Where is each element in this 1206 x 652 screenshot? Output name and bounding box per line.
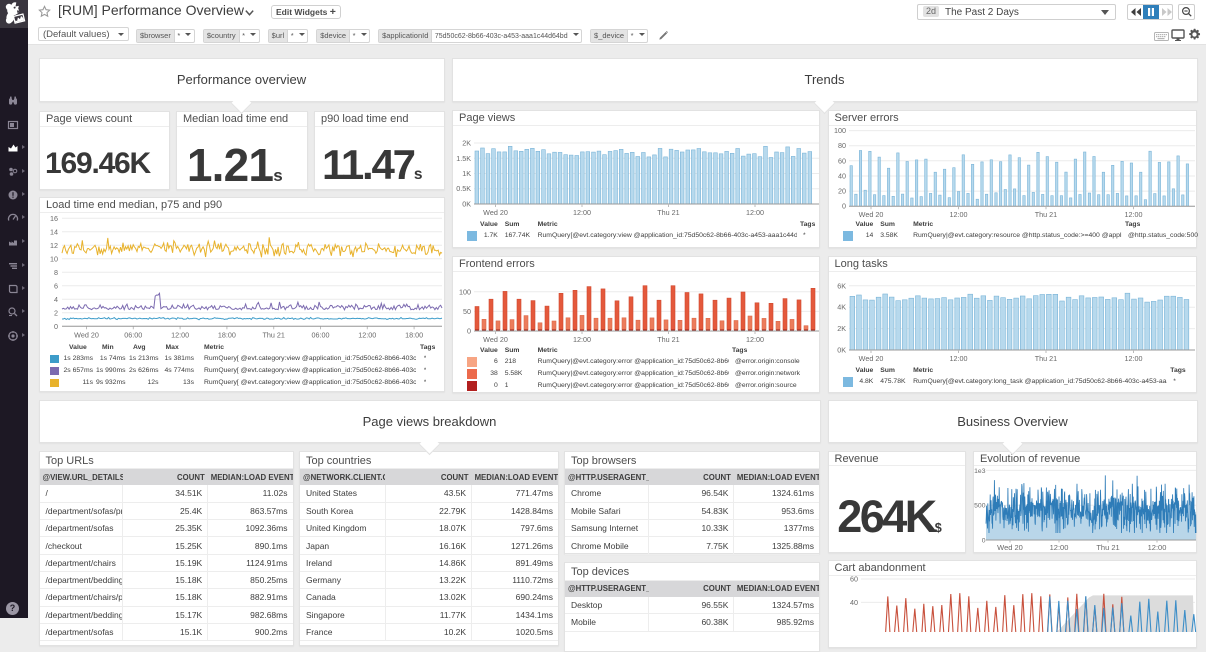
svg-text:Thu 21: Thu 21	[1034, 354, 1056, 363]
svg-text:Wed 20: Wed 20	[858, 210, 883, 219]
svg-text:12:00: 12:00	[573, 335, 591, 344]
svg-text:0K: 0K	[837, 346, 846, 355]
svg-text:12:00: 12:00	[746, 335, 764, 344]
svg-text:16: 16	[50, 214, 58, 223]
svg-text:6: 6	[54, 281, 58, 290]
svg-text:06:00: 06:00	[124, 330, 142, 339]
svg-text:8: 8	[54, 268, 58, 277]
svg-text:12:00: 12:00	[949, 210, 967, 219]
svg-text:Thu 21: Thu 21	[657, 335, 679, 344]
svg-text:0: 0	[982, 537, 986, 544]
svg-text:20: 20	[838, 187, 846, 196]
svg-text:0.5K: 0.5K	[456, 184, 471, 193]
svg-text:60: 60	[850, 575, 858, 584]
svg-text:40: 40	[838, 172, 846, 181]
svg-text:12: 12	[50, 241, 58, 250]
svg-text:Thu 21: Thu 21	[657, 208, 679, 217]
svg-text:12:00: 12:00	[1124, 210, 1142, 219]
svg-text:10: 10	[50, 254, 58, 263]
svg-text:0: 0	[467, 327, 471, 336]
svg-text:4: 4	[54, 295, 58, 304]
svg-text:2K: 2K	[837, 324, 846, 333]
svg-text:12:00: 12:00	[358, 330, 376, 339]
svg-text:12:00: 12:00	[746, 208, 764, 217]
svg-text:06:00: 06:00	[312, 330, 330, 339]
svg-text:12:00: 12:00	[1050, 543, 1069, 552]
svg-text:12:00: 12:00	[1124, 354, 1142, 363]
svg-text:1K: 1K	[462, 169, 471, 178]
svg-text:14: 14	[50, 227, 58, 236]
svg-text:Wed 20: Wed 20	[483, 335, 508, 344]
svg-text:2K: 2K	[462, 139, 471, 148]
svg-text:Thu 21: Thu 21	[1096, 543, 1119, 552]
svg-text:Thu 21: Thu 21	[263, 330, 285, 339]
svg-text:60: 60	[838, 156, 846, 165]
svg-text:6K: 6K	[837, 281, 846, 290]
svg-text:4K: 4K	[837, 303, 846, 312]
svg-text:2: 2	[54, 308, 58, 317]
svg-text:0: 0	[54, 322, 58, 331]
svg-text:500: 500	[974, 502, 986, 509]
svg-text:0: 0	[842, 202, 846, 211]
svg-text:100: 100	[834, 126, 846, 135]
svg-text:0K: 0K	[462, 200, 471, 209]
svg-text:Wed 20: Wed 20	[858, 354, 883, 363]
svg-text:12:00: 12:00	[573, 208, 591, 217]
svg-text:12:00: 12:00	[949, 354, 967, 363]
svg-text:18:00: 18:00	[405, 330, 423, 339]
svg-text:40: 40	[850, 598, 858, 607]
svg-text:50: 50	[463, 307, 471, 316]
svg-text:Wed 20: Wed 20	[483, 208, 508, 217]
svg-text:12:00: 12:00	[1148, 543, 1167, 552]
svg-text:Thu 21: Thu 21	[1034, 210, 1056, 219]
svg-text:100: 100	[459, 287, 471, 296]
svg-text:80: 80	[838, 141, 846, 150]
svg-text:Wed 20: Wed 20	[997, 543, 1023, 552]
svg-text:12:00: 12:00	[171, 330, 189, 339]
svg-text:18:00: 18:00	[218, 330, 236, 339]
svg-text:1e3: 1e3	[974, 467, 986, 474]
svg-text:Wed 20: Wed 20	[74, 330, 99, 339]
svg-text:1.5K: 1.5K	[456, 154, 471, 163]
